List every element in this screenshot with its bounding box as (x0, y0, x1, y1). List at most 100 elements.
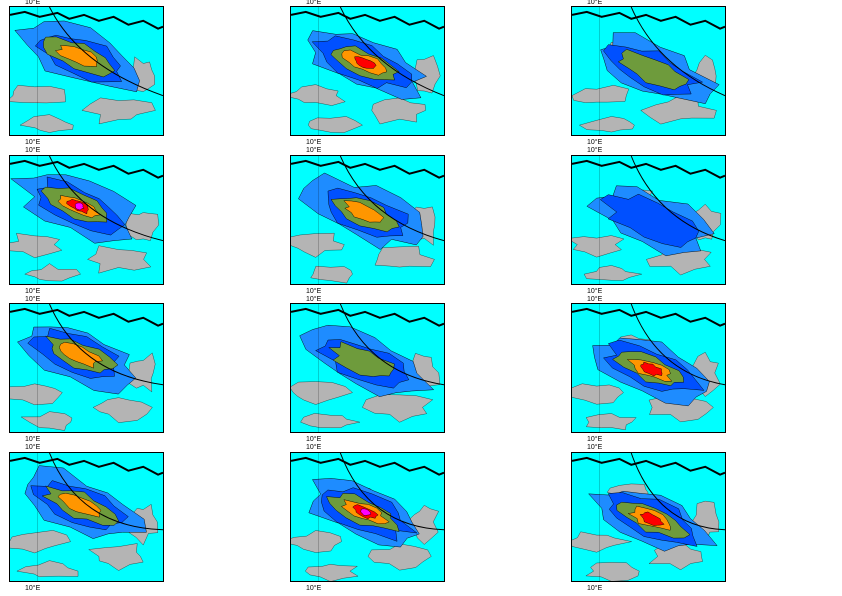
map-panel-4 (9, 155, 164, 285)
band-olive (328, 341, 395, 377)
longitude-label-bottom-8: 10°E (306, 436, 322, 443)
band-olive (617, 49, 690, 91)
longitude-label-top-2: 10°E (306, 0, 322, 6)
longitude-label-below-5: 10°E (306, 296, 322, 303)
map-panel-7 (9, 303, 164, 433)
land-patch (585, 562, 640, 581)
land-patch (300, 413, 360, 428)
longitude-label-below-6: 10°E (587, 296, 603, 303)
map-panel-3 (571, 6, 726, 136)
land-patch (291, 233, 345, 258)
land-patch (128, 352, 156, 393)
map-panel-1 (9, 6, 164, 136)
land-patch (572, 85, 629, 103)
coastline (291, 10, 444, 30)
land-patch (308, 116, 363, 133)
map-panel-12-plot (572, 453, 725, 581)
land-patch (305, 564, 359, 581)
land-patch (10, 233, 63, 258)
map-panel-1-plot (10, 7, 163, 135)
longitude-label-below-4: 10°E (25, 296, 41, 303)
contour-line (339, 453, 444, 531)
land-patch (362, 394, 434, 423)
map-panel-8 (290, 303, 445, 433)
longitude-label-bottom-5: 10°E (306, 288, 322, 295)
coastline (572, 456, 725, 476)
longitude-label-below-3: 10°E (587, 147, 603, 154)
band-orange (54, 45, 98, 67)
coastline (10, 10, 163, 30)
land-patch (367, 543, 432, 571)
land-patch (16, 560, 79, 577)
band-medium-blue (600, 193, 700, 248)
land-patch (92, 397, 153, 423)
land-patch (310, 266, 353, 284)
contour-line (49, 156, 163, 242)
contour-line (630, 304, 725, 386)
map-panel-5 (290, 155, 445, 285)
map-panel-6 (571, 155, 726, 285)
land-patch (572, 383, 624, 405)
band-red (354, 56, 377, 69)
coastline (10, 456, 163, 476)
map-panel-3-plot (572, 7, 725, 135)
coastline (572, 307, 725, 327)
contour-line (339, 7, 444, 97)
map-panel-2-plot (291, 7, 444, 135)
longitude-label-bottom-6: 10°E (587, 288, 603, 295)
land-patch (572, 235, 625, 258)
longitude-label-below-8: 10°E (306, 444, 322, 451)
land-patch (88, 543, 144, 571)
coastline (572, 10, 725, 30)
longitude-label-top-1: 10°E (25, 0, 41, 6)
longitude-label-below-1: 10°E (25, 147, 41, 154)
longitude-label-bottom-12: 10°E (587, 585, 603, 592)
land-patch (579, 116, 635, 133)
map-panel-10 (9, 452, 164, 582)
map-panel-4-plot (10, 156, 163, 284)
coastline (10, 159, 163, 179)
longitude-label-bottom-2: 10°E (306, 139, 322, 146)
coastline (291, 456, 444, 476)
coastline (572, 159, 725, 179)
longitude-label-bottom-4: 10°E (25, 288, 41, 295)
band-magenta (74, 202, 85, 211)
map-panel-8-plot (291, 304, 444, 432)
map-panel-9-plot (572, 304, 725, 432)
land-patch (371, 97, 426, 125)
contour-line (49, 453, 163, 531)
longitude-label-below-9: 10°E (587, 444, 603, 451)
longitude-label-bottom-3: 10°E (587, 139, 603, 146)
coastline (10, 307, 163, 327)
contour-line (630, 453, 725, 531)
longitude-label-bottom-1: 10°E (25, 139, 41, 146)
land-patch (20, 411, 73, 431)
longitude-label-below-7: 10°E (25, 444, 41, 451)
map-panel-5-plot (291, 156, 444, 284)
land-patch (81, 97, 156, 125)
land-patch (10, 530, 71, 554)
band-orange (57, 493, 102, 518)
land-patch (125, 212, 159, 241)
longitude-label-bottom-7: 10°E (25, 436, 41, 443)
longitude-label-below-2: 10°E (306, 147, 322, 154)
map-panel-12 (571, 452, 726, 582)
contour-line (630, 7, 725, 97)
land-patch (24, 263, 81, 282)
map-panel-11 (290, 452, 445, 582)
land-patch (19, 114, 74, 133)
map-panel-10-plot (10, 453, 163, 581)
coastline (291, 307, 444, 327)
band-orange (59, 342, 103, 369)
land-patch (374, 246, 435, 268)
map-panel-9 (571, 303, 726, 433)
map-panel-2 (290, 6, 445, 136)
land-patch (291, 530, 342, 553)
longitude-label-bottom-10: 10°E (25, 585, 41, 592)
contour-line (49, 7, 163, 97)
contour-line (49, 304, 163, 386)
longitude-label-top-3: 10°E (587, 0, 603, 6)
land-patch (585, 413, 637, 431)
coastline (291, 159, 444, 179)
band-magenta (360, 508, 371, 516)
